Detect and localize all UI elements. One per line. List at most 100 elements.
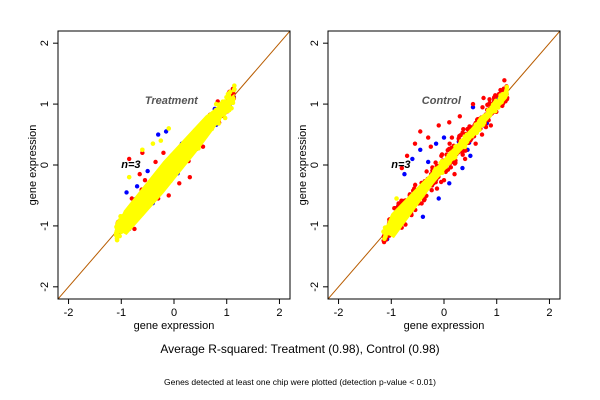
left-point-red: [187, 174, 193, 180]
left-point-yellow: [174, 150, 179, 156]
left-plot-area: [58, 31, 290, 299]
left-n-label: n=3: [121, 159, 140, 171]
left-x-tick-label: 2: [276, 307, 282, 319]
left-point-yellow: [195, 144, 201, 150]
left-point-yellow: [196, 128, 202, 133]
left-point-yellow: [158, 138, 164, 143]
right-point-red: [439, 153, 444, 159]
right-point-blue: [418, 147, 423, 152]
left-point-yellow: [221, 111, 226, 117]
right-point-red: [421, 197, 427, 203]
right-point-red: [429, 188, 434, 193]
right-point-red: [457, 114, 463, 119]
right-point-red: [470, 101, 476, 107]
right-point-red: [418, 129, 423, 134]
left-x-tick-label: -1: [116, 307, 126, 319]
right-point-red: [399, 165, 405, 171]
left-point-yellow: [200, 133, 205, 139]
left-point-yellow: [138, 209, 144, 215]
left-point-yellow: [230, 98, 235, 103]
left-point-red: [153, 159, 158, 165]
right-point-yellow: [408, 197, 414, 203]
right-point-yellow: [416, 190, 421, 196]
right-point-blue: [425, 159, 431, 165]
left-point-yellow: [152, 185, 158, 190]
left-y-tick-label: 1: [39, 101, 51, 107]
right-point-yellow: [382, 234, 388, 240]
right-point-yellow: [416, 196, 422, 202]
right-point-yellow: [497, 96, 503, 102]
left-point-yellow: [128, 211, 134, 217]
left-group-label: Treatment: [145, 95, 199, 107]
right-point-red: [473, 141, 478, 146]
right-point-yellow: [381, 230, 387, 235]
left-point-red: [142, 178, 148, 183]
right-point-red: [441, 178, 447, 183]
left-point-red: [177, 181, 182, 186]
right-point-yellow: [442, 163, 447, 169]
right-point-yellow: [495, 100, 500, 106]
left-point-yellow: [126, 174, 132, 180]
right-point-blue: [402, 171, 407, 177]
left-point-yellow: [154, 174, 159, 179]
right-point-yellow: [490, 106, 496, 111]
left-point-yellow: [147, 191, 153, 196]
left-x-axis-label: gene expression: [134, 320, 215, 332]
left-point-red: [166, 193, 171, 198]
right-point-yellow: [387, 230, 393, 235]
right-point-red: [461, 126, 466, 132]
right-point-yellow: [473, 129, 478, 135]
left-point-yellow: [205, 130, 211, 136]
right-point-red: [462, 156, 468, 162]
right-point-yellow: [444, 158, 449, 164]
left-point-yellow: [206, 116, 212, 121]
right-point-red: [433, 160, 438, 165]
left-point-yellow: [213, 101, 219, 107]
right-point-red: [434, 186, 440, 191]
left-point-yellow: [211, 122, 217, 128]
right-point-yellow: [474, 124, 480, 130]
right-point-red: [436, 123, 441, 128]
right-point-red: [419, 201, 424, 206]
left-y-tick-label: -1: [39, 221, 51, 231]
right-point-yellow: [483, 113, 488, 118]
right-point-blue: [470, 104, 476, 110]
right-n-label: n=3: [391, 159, 410, 171]
left-point-yellow: [178, 147, 184, 152]
right-point-yellow: [395, 210, 401, 216]
left-point-yellow: [222, 115, 228, 121]
right-point-yellow: [463, 134, 469, 140]
left-point-blue: [145, 168, 150, 174]
left-x-tick-label: 0: [171, 307, 177, 319]
right-x-tick-label: 1: [494, 307, 500, 319]
left-point-yellow: [157, 184, 163, 190]
right-point-yellow: [422, 187, 427, 192]
right-y-axis-label: gene expression: [297, 125, 309, 206]
right-y-tick-label: -1: [309, 221, 321, 231]
r-squared-caption: Average R-squared: Treatment (0.98), Con…: [160, 342, 440, 356]
right-y-tick-label: 2: [309, 40, 321, 46]
left-point-yellow: [188, 151, 193, 157]
left-point-yellow: [190, 138, 195, 144]
right-point-red: [399, 198, 404, 203]
right-point-yellow: [489, 109, 495, 115]
left-point-yellow: [120, 215, 125, 220]
right-group-label: Control: [422, 95, 462, 107]
left-y-tick-label: 0: [39, 162, 51, 168]
right-point-yellow: [412, 200, 418, 206]
right-point-red: [479, 132, 485, 137]
left-point-yellow: [146, 198, 151, 204]
left-point-yellow: [115, 229, 121, 235]
left-point-yellow: [135, 200, 140, 205]
left-point-yellow: [226, 92, 232, 98]
right-point-red: [412, 182, 418, 188]
right-point-red: [449, 135, 455, 140]
left-point-yellow: [200, 126, 206, 131]
right-point-red: [425, 135, 431, 140]
right-point-blue: [468, 153, 473, 159]
left-point-blue: [134, 184, 140, 189]
right-point-blue: [460, 165, 465, 171]
right-x-tick-label: 2: [546, 307, 552, 319]
left-panel: -2 -1 0 1 2 -2 -1 0 1 2 gene expression gene expres…: [27, 30, 291, 332]
left-point-red: [137, 171, 142, 177]
